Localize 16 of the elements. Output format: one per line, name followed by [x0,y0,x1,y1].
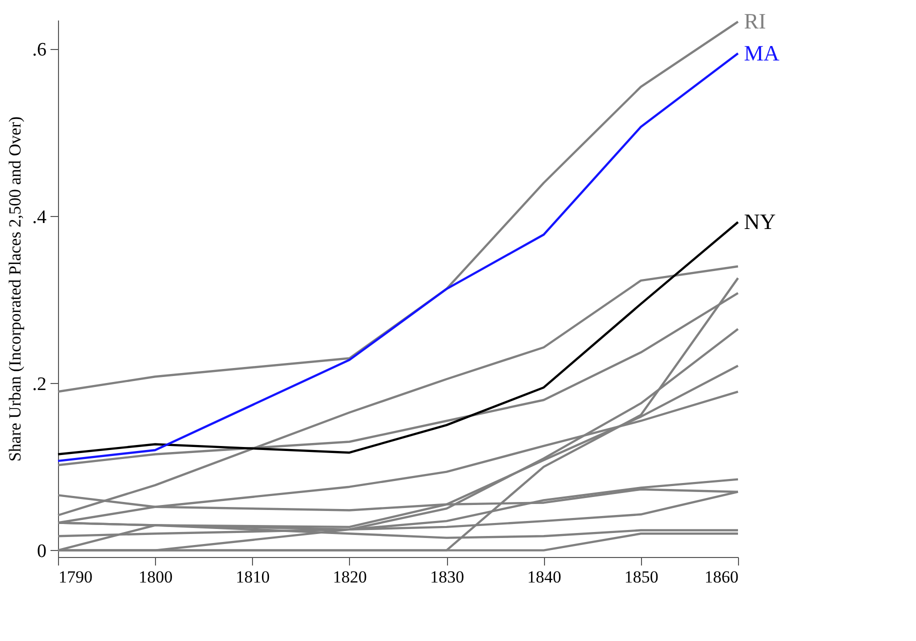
y-tick-label: 0 [37,540,46,562]
series-label: NY [744,209,776,234]
x-tick-label: 1840 [527,568,562,586]
y-axis-title: Share Urban (Incorporated Places 2,500 and Over) [5,116,24,462]
x-tick-label: 1790 [58,568,92,586]
x-tick-label: 1850 [624,568,658,586]
y-tick-label: .2 [32,374,46,395]
x-tick-label: 1830 [430,568,464,586]
y-tick-label: .4 [32,206,47,228]
series-label: MA [744,40,780,66]
series-label: RI [744,8,766,34]
x-tick-label: 1810 [236,568,270,586]
x-tick-label: 1820 [332,568,367,586]
x-tick-label: 1800 [138,568,173,586]
y-tick-label: .6 [32,40,46,61]
x-tick-label: 1860 [704,568,738,586]
